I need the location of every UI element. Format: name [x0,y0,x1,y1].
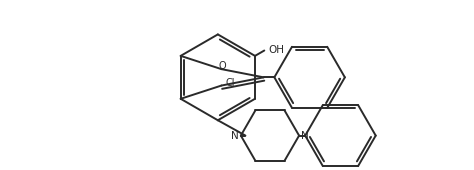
Text: OH: OH [268,45,284,55]
Text: N: N [301,131,309,141]
Text: Cl: Cl [226,78,235,88]
Text: N: N [231,131,239,141]
Text: O: O [219,61,227,71]
